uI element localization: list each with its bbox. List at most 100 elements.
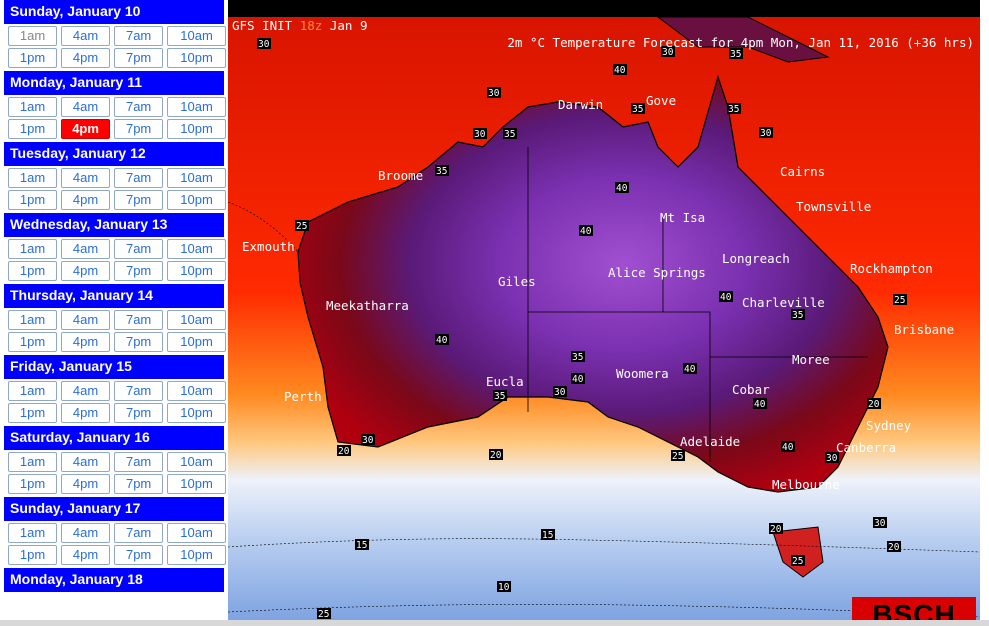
time-button[interactable]: 1am <box>8 168 58 188</box>
time-button[interactable]: 1pm <box>8 545 58 565</box>
time-button[interactable]: 7pm <box>114 474 164 494</box>
time-button[interactable]: 10pm <box>167 332 226 352</box>
time-button[interactable]: 7am <box>114 26 164 46</box>
city-label: Charleville <box>742 295 825 310</box>
isotherm-label-bg <box>791 309 805 320</box>
isotherm-label: 30 <box>874 518 886 529</box>
time-button[interactable]: 4am <box>61 452 111 472</box>
time-button[interactable]: 10am <box>167 97 226 117</box>
time-button[interactable]: 10am <box>167 168 226 188</box>
time-button[interactable]: 4pm <box>61 332 111 352</box>
time-button[interactable]: 10am <box>167 26 226 46</box>
city-label: Perth <box>284 389 322 404</box>
city-label: Alice Springs <box>608 265 706 280</box>
time-button[interactable]: 4pm <box>61 261 111 281</box>
isotherm-label-bg <box>435 334 449 345</box>
time-button[interactable]: 1am <box>8 381 58 401</box>
time-row: 1am 4am 7am 10am <box>4 24 226 46</box>
time-button[interactable]: 10pm <box>167 48 226 68</box>
time-button[interactable]: 7am <box>114 310 164 330</box>
time-button[interactable]: 7pm <box>114 403 164 423</box>
time-button[interactable]: 10am <box>167 310 226 330</box>
time-button[interactable]: 4pm <box>61 545 111 565</box>
isotherm-label: 25 <box>672 451 683 462</box>
isotherm-label: 35 <box>632 104 643 115</box>
time-button[interactable]: 10am <box>167 452 226 472</box>
city-label: Gove <box>646 93 676 108</box>
isotherm-label-bg <box>317 608 331 619</box>
time-button[interactable]: 10am <box>167 239 226 259</box>
time-button[interactable]: 4am <box>61 168 111 188</box>
isotherm-label-bg <box>729 48 743 59</box>
time-button[interactable]: 7pm <box>114 119 164 139</box>
time-button[interactable]: 4pm <box>61 48 111 68</box>
time-button[interactable]: 10pm <box>167 545 226 565</box>
time-button[interactable]: 4pm <box>61 190 111 210</box>
state-borders <box>527 147 868 462</box>
isotherm-label-bg <box>613 64 627 75</box>
isotherm-label: 35 <box>792 310 803 321</box>
time-button[interactable]: 1am <box>8 452 58 472</box>
city-label: Woomera <box>616 366 669 381</box>
time-button[interactable]: 4am <box>61 523 111 543</box>
time-button[interactable]: 1pm <box>8 332 58 352</box>
time-button[interactable]: 1am <box>8 310 58 330</box>
time-button[interactable]: 10pm <box>167 474 226 494</box>
isotherm-label-bg <box>661 46 675 57</box>
time-button[interactable]: 1am <box>8 97 58 117</box>
isotherm-label: 40 <box>754 399 766 410</box>
time-button[interactable]: 4pm <box>61 403 111 423</box>
horizontal-scrollbar[interactable] <box>0 620 989 626</box>
time-button[interactable]: 7am <box>114 523 164 543</box>
time-button[interactable]: 7am <box>114 381 164 401</box>
isotherm-label-bg <box>887 541 901 552</box>
time-button[interactable]: 10pm <box>167 190 226 210</box>
time-button[interactable]: 1pm <box>8 403 58 423</box>
time-row: 1pm 4pm 7pm 10pm <box>4 117 226 139</box>
isotherm-label-bg <box>497 581 511 592</box>
time-button[interactable]: 1pm <box>8 261 58 281</box>
time-button[interactable]: 10am <box>167 523 226 543</box>
day-heading: Monday, January 18 <box>4 568 224 592</box>
time-button[interactable]: 7pm <box>114 261 164 281</box>
day-heading: Saturday, January 16 <box>4 426 224 450</box>
time-button[interactable]: 4am <box>61 381 111 401</box>
time-button[interactable]: 10pm <box>167 119 226 139</box>
city-label: Cobar <box>732 382 770 397</box>
time-button[interactable]: 1am <box>8 523 58 543</box>
time-button[interactable]: 4am <box>61 97 111 117</box>
time-button[interactable]: 7am <box>114 452 164 472</box>
time-button[interactable]: 7pm <box>114 332 164 352</box>
time-button[interactable]: 7pm <box>114 48 164 68</box>
city-label: Moree <box>792 352 830 367</box>
new-guinea-landmass <box>657 17 830 63</box>
city-label: Giles <box>498 274 536 289</box>
time-button[interactable]: 4pm <box>61 474 111 494</box>
time-button[interactable]: 7pm <box>114 545 164 565</box>
isotherm-label: 25 <box>792 556 803 567</box>
time-button[interactable]: 4am <box>61 310 111 330</box>
time-button[interactable]: 10am <box>167 381 226 401</box>
time-button[interactable]: 7pm <box>114 190 164 210</box>
time-button[interactable]: 1am <box>8 239 58 259</box>
isotherm-label-bg <box>541 529 555 540</box>
isotherm-label-bg <box>759 127 773 138</box>
time-button[interactable]: 7am <box>114 239 164 259</box>
time-button[interactable]: 4am <box>61 26 111 46</box>
time-button[interactable]: 7am <box>114 168 164 188</box>
time-button[interactable]: 1pm <box>8 119 58 139</box>
time-button[interactable]: 1pm <box>8 190 58 210</box>
time-button[interactable]: 1am <box>8 26 58 46</box>
time-button[interactable]: 7am <box>114 97 164 117</box>
time-button[interactable]: 1pm <box>8 474 58 494</box>
isotherm-label: 35 <box>504 129 515 140</box>
isotherm-label: 30 <box>826 453 838 464</box>
time-button[interactable]: 4am <box>61 239 111 259</box>
isotherm-label: 20 <box>338 446 350 457</box>
time-button[interactable]: 1pm <box>8 48 58 68</box>
isotherm-label: 20 <box>868 399 880 410</box>
time-button[interactable]: 10pm <box>167 261 226 281</box>
isotherm-label: 15 <box>356 540 367 551</box>
time-button[interactable]: 4pm <box>61 119 111 139</box>
time-button[interactable]: 10pm <box>167 403 226 423</box>
